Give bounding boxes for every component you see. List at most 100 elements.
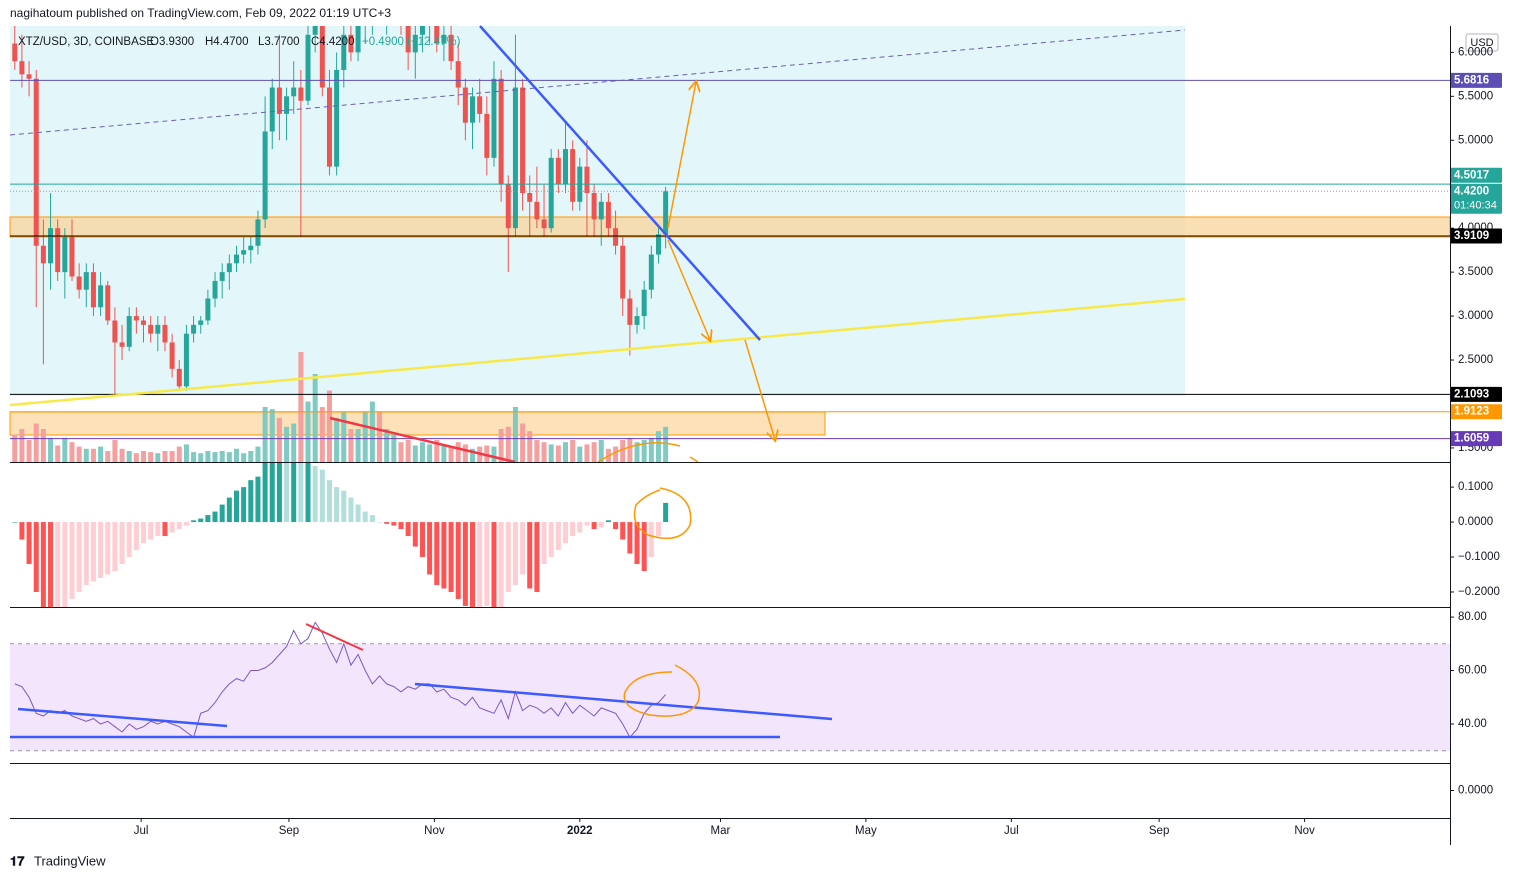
macd-bar [255, 476, 261, 523]
open: O3.9300 [150, 36, 194, 48]
candle-body [19, 61, 25, 75]
candle-body [613, 228, 619, 246]
macd-bar [355, 504, 361, 523]
logo: 𝟏𝟕 [10, 853, 25, 868]
candle-body [441, 34, 447, 44]
volume-bar [362, 412, 368, 462]
macd-bar [33, 522, 39, 592]
volume-bar [348, 429, 354, 462]
pane [12, 463, 669, 607]
candle-body [26, 74, 32, 79]
y-tick-label: 3.0000 [1458, 310, 1493, 322]
candle-body [148, 324, 154, 334]
volume-bar [534, 440, 540, 462]
volume-bar [562, 442, 568, 462]
macd-bar [391, 522, 397, 526]
y-tick-label: 3.5000 [1458, 266, 1493, 278]
candle-body [405, 26, 411, 53]
macd-bar [12, 522, 18, 523]
macd-bar [634, 522, 640, 565]
macd-bar [455, 522, 461, 599]
macd-bar [90, 522, 96, 582]
volume-bar [233, 448, 239, 462]
volume-bar [212, 452, 218, 462]
candle-body [555, 157, 561, 185]
volume-bar [76, 446, 82, 462]
legend: XTZ/USD, 3D, COINBASE O3.9300 H4.4700 L3… [18, 36, 461, 48]
y-tick-label: 80.00 [1458, 611, 1487, 623]
volume-bar [527, 431, 533, 462]
x-tick-label: Jul [1004, 825, 1019, 837]
volume-bar [319, 407, 325, 462]
macd-bar [555, 522, 561, 551]
volume-bar [105, 451, 111, 462]
candle-body [520, 87, 526, 194]
rsi-line [14, 621, 666, 739]
macd-bar [484, 522, 490, 606]
macd-bar [155, 522, 161, 537]
volume-bar [83, 448, 89, 462]
y-tick-label: 5.0000 [1458, 134, 1493, 146]
drawings [9, 25, 1186, 739]
candle-body [541, 219, 547, 229]
volume-bar [427, 444, 433, 462]
macd-bar [98, 522, 104, 578]
price-label: 1.6059 [1454, 433, 1489, 445]
macd-bar [241, 487, 247, 523]
volume-bar [40, 429, 46, 462]
macd-bar [183, 522, 189, 526]
candle-body [284, 96, 290, 114]
candle-body [291, 87, 297, 97]
volume-bar [90, 448, 96, 462]
macd-bar [191, 520, 197, 523]
candle-body [248, 245, 254, 251]
volume-bar [205, 451, 211, 462]
volume-bar [655, 431, 661, 462]
macd-bar [212, 511, 218, 523]
candle-body [326, 87, 332, 167]
macd-bar [162, 522, 168, 537]
macd-bar [512, 522, 518, 585]
candle-body [527, 193, 533, 202]
macd-bar [655, 522, 661, 537]
macd-bar [48, 522, 54, 607]
candle-body [663, 191, 669, 235]
volume-bar [419, 442, 425, 462]
macd-bar [613, 522, 619, 530]
volume-bar [126, 451, 132, 462]
candle-body [12, 43, 18, 62]
y-tick-label: 0.0000 [1458, 516, 1493, 528]
macd-bar [76, 522, 82, 592]
price-label-box [1450, 72, 1502, 88]
rsi-divergence [305, 623, 364, 651]
macd-bar [334, 487, 340, 523]
volume-bar [412, 445, 418, 462]
macd-bar [319, 469, 325, 523]
support-line [9, 297, 1186, 407]
macd-bar [527, 522, 533, 589]
volume-bar [334, 418, 340, 462]
volume-bar [148, 452, 154, 462]
countdown: 01:40:34 [1454, 200, 1497, 212]
volume-bar [48, 437, 54, 462]
macd-bar [26, 522, 32, 565]
volume-bar [248, 451, 254, 462]
candle-body [484, 113, 490, 158]
macd-bar [226, 497, 232, 523]
candle-body [562, 149, 568, 185]
candle-body [334, 69, 340, 167]
volume-bar [255, 446, 261, 462]
candle-body [512, 87, 518, 229]
macd-bar [477, 522, 483, 607]
volume-bar [470, 448, 476, 462]
volume-bar [434, 440, 440, 462]
macd-bar [362, 511, 368, 523]
candle-body [205, 298, 211, 321]
candle-body [255, 219, 261, 246]
price-axis: 1.50002.50003.00003.50004.00005.00005.50… [1450, 46, 1500, 797]
macd-bar [620, 522, 626, 540]
macd-bar [348, 497, 354, 523]
candle-body [33, 78, 39, 246]
arrow [667, 82, 696, 229]
